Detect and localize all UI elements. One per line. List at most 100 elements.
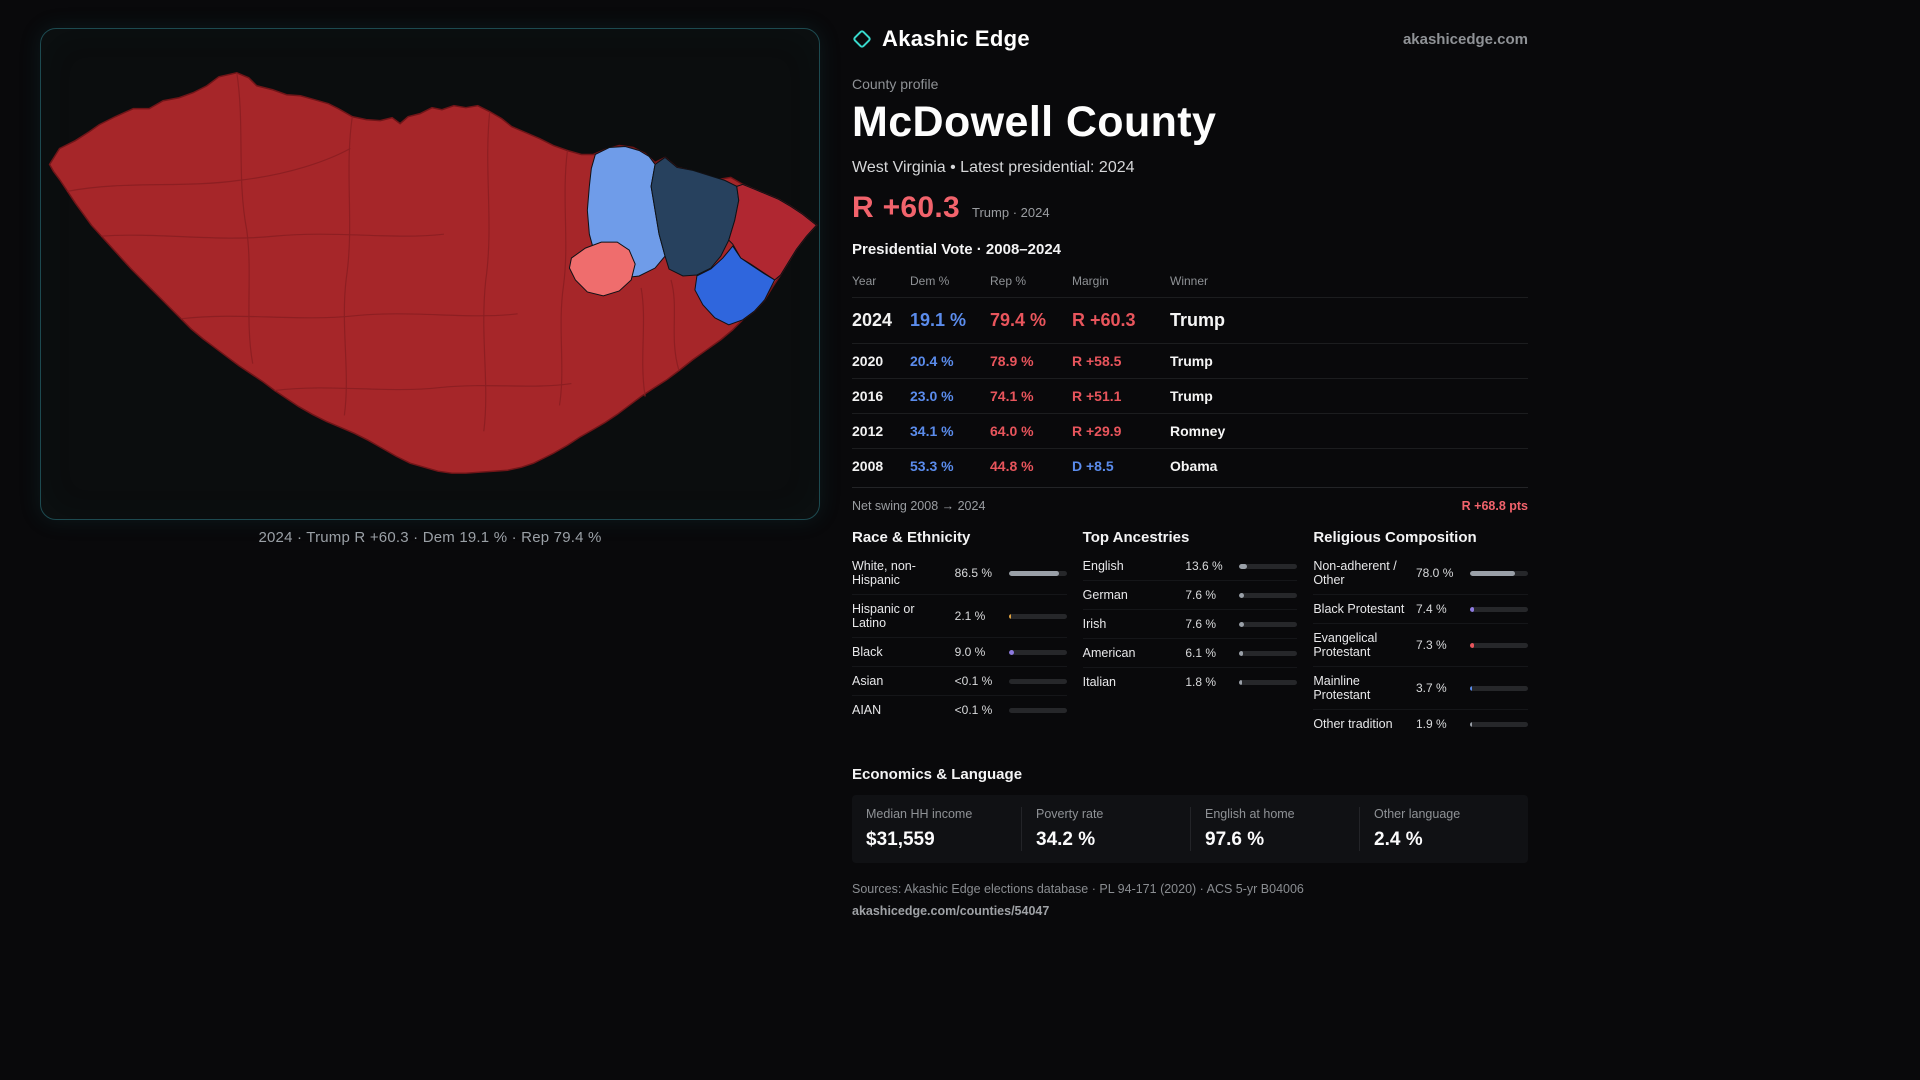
net-swing-label: Net swing 2008 → 2024 [852,499,986,513]
col-winner: Winner [1170,274,1209,288]
religion-column: Religious Composition Non-adherent / Oth… [1313,529,1528,738]
list-item: American 6.1 % [1082,638,1298,667]
ancestries-title: Top Ancestries [1082,529,1190,546]
cell-dem: 34.1 % [910,423,954,439]
site-header: Akashic Edge akashicedge.com [852,26,1528,52]
county-shape-rep-east[interactable] [728,183,818,281]
bar-fill [1470,570,1516,576]
cell-rep: 79.4 % [990,310,1047,330]
bar-fill [1470,606,1475,612]
bar-track [1470,685,1528,691]
list-item: Italian 1.8 % [1082,667,1298,696]
cell-margin: D +8.5 [1072,458,1114,474]
bar-track [1008,678,1067,684]
demo-label: Irish [1082,617,1107,631]
demo-label: German [1082,588,1128,602]
bar-track [1239,563,1298,569]
list-item: English 13.6 % [1083,552,1298,580]
demo-label: Italian [1082,675,1117,689]
cell-rep: 78.9 % [990,353,1034,369]
bar-fill [1239,563,1248,569]
list-item: Non-adherent / Other 78.0 % [1313,552,1528,594]
demo-value: 7.4 % [1416,602,1447,616]
race-title: Race & Ethnicity [852,529,971,546]
sources-line: Sources: Akashic Edge elections database… [852,882,1304,896]
table-row: 2020 20.4 % 78.9 % R +58.5 Trump [852,343,1528,378]
demo-label: Asian [852,674,884,688]
demo-label: Other tradition [1313,717,1393,731]
list-item: Black 9.0 % [852,637,1067,666]
bar-fill [1008,570,1059,576]
cell-rep: 64.0 % [990,423,1034,439]
cell-year: 2016 [852,388,884,404]
cell-rep: 74.1 % [990,388,1034,404]
county-shape-dem-bright[interactable] [694,245,776,326]
table-row: 2016 23.0 % 74.1 % R +51.1 Trump [852,378,1528,413]
demo-label: Black [852,645,883,659]
list-item: Hispanic or Latino 2.1 % [852,594,1067,637]
cell-year: 2012 [852,423,884,439]
bar-fill [1470,642,1475,648]
demo-value: 6.1 % [1185,646,1217,660]
list-item: AIAN <0.1 % [852,695,1067,724]
cell-dem: 23.0 % [910,388,954,404]
brand-name: Akashic Edge [882,26,1030,51]
cell-margin: R +51.1 [1072,388,1122,404]
race-column: Race & Ethnicity White, non-Hispanic 86.… [852,529,1067,738]
stat-value: $31,559 [866,829,935,850]
stat-median-income: Median HH income $31,559 [852,807,1021,851]
bar-track [1470,570,1528,576]
county-shape-dem-navy[interactable] [650,156,740,277]
stat-english-at-home: English at home 97.6 % [1190,807,1359,851]
net-swing-row: Net swing 2008 → 2024 R +68.8 pts [852,487,1528,513]
demo-value: 2.1 % [954,609,986,623]
stat-label: Poverty rate [1036,807,1104,821]
demo-value: 3.7 % [1416,681,1447,695]
stat-value: 2.4 % [1374,829,1423,850]
stat-value: 97.6 % [1205,829,1265,850]
demographics-grid: Race & Ethnicity White, non-Hispanic 86.… [852,529,1528,738]
site-link[interactable]: akashicedge.com [1402,30,1528,48]
cell-margin: R +29.9 [1072,423,1122,439]
bar-fill [1470,685,1473,691]
county-boundaries [67,72,680,432]
bar-track [1470,721,1528,727]
headline-context: Trump · 2024 [972,205,1050,220]
cell-winner: Romney [1170,423,1226,439]
vote-table-header: Year Dem % Rep % Margin Winner [852,268,1528,297]
table-row: 2012 34.1 % 64.0 % R +29.9 Romney [852,413,1528,448]
demo-label: American [1082,646,1136,660]
economics-stats: Median HH income $31,559 Poverty rate 34… [852,795,1528,863]
county-shape-rep-lean[interactable] [568,241,636,297]
page-title: McDowell County [852,98,1217,146]
ancestries-column: Top Ancestries English 13.6 % German 7.6… [1082,529,1298,738]
col-rep: Rep % [990,274,1027,288]
cell-winner: Trump [1170,310,1226,330]
county-map[interactable] [41,29,819,519]
list-item: German 7.6 % [1082,580,1298,609]
headline: R +60.3 Trump · 2024 [852,191,1528,225]
net-swing-value: R +68.8 pts [1461,499,1528,513]
bar-track [1239,650,1298,656]
bar-track [1008,707,1067,713]
bar-track [1008,649,1067,655]
col-margin: Margin [1072,274,1109,288]
demo-value: 7.6 % [1185,617,1217,631]
subtitle: West Virginia • Latest presidential: 202… [852,159,1135,176]
stat-label: Other language [1374,807,1461,821]
demo-label: Hispanic or Latino [852,602,915,630]
list-item: Evangelical Protestant 7.3 % [1313,623,1528,666]
cell-dem: 53.3 % [910,458,954,474]
demo-value: 1.8 % [1185,675,1217,689]
col-year: Year [852,274,877,288]
bar-track [1470,606,1528,612]
permalink[interactable]: akashicedge.com/counties/54047 [852,903,1050,918]
cell-winner: Obama [1170,458,1218,474]
bar-fill [1008,649,1014,655]
demo-label: Non-adherent / Other [1313,559,1397,587]
table-row: 2024 19.1 % 79.4 % R +60.3 Trump [852,297,1528,343]
demo-value: 1.9 % [1416,717,1447,731]
demo-label: White, non-Hispanic [852,559,916,587]
demo-value: 9.0 % [954,645,986,659]
cell-year: 2020 [852,353,884,369]
